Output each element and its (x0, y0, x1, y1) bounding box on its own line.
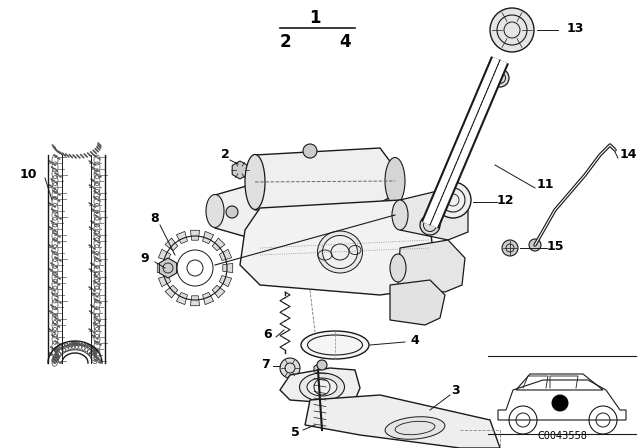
Text: 8: 8 (150, 211, 159, 224)
Ellipse shape (206, 194, 224, 228)
Circle shape (552, 395, 568, 411)
Polygon shape (191, 230, 200, 240)
Text: 15: 15 (547, 240, 564, 253)
Polygon shape (232, 161, 248, 179)
Text: 6: 6 (264, 328, 272, 341)
Ellipse shape (300, 373, 344, 401)
Polygon shape (223, 263, 233, 272)
Polygon shape (220, 276, 232, 287)
Ellipse shape (259, 200, 277, 228)
Ellipse shape (390, 254, 406, 282)
Polygon shape (398, 240, 465, 292)
Polygon shape (400, 188, 468, 240)
Text: 7: 7 (260, 358, 269, 371)
Text: 3: 3 (451, 383, 460, 396)
Ellipse shape (392, 200, 408, 230)
Ellipse shape (307, 378, 337, 396)
Text: 9: 9 (141, 251, 149, 264)
Polygon shape (280, 368, 360, 403)
Polygon shape (240, 200, 435, 295)
Ellipse shape (323, 236, 358, 268)
Circle shape (226, 206, 238, 218)
Ellipse shape (385, 158, 405, 204)
Ellipse shape (317, 231, 362, 273)
Circle shape (502, 240, 518, 256)
Ellipse shape (245, 155, 265, 210)
Ellipse shape (491, 69, 509, 87)
Circle shape (280, 358, 300, 378)
Circle shape (490, 8, 534, 52)
Text: 11: 11 (536, 178, 554, 191)
Polygon shape (159, 276, 171, 287)
Text: 4: 4 (339, 33, 351, 51)
Polygon shape (314, 363, 326, 377)
Ellipse shape (301, 331, 369, 359)
Polygon shape (202, 232, 214, 244)
Circle shape (317, 360, 327, 370)
Polygon shape (165, 238, 178, 251)
Polygon shape (177, 232, 188, 244)
Text: 2: 2 (279, 33, 291, 51)
Ellipse shape (385, 417, 445, 439)
Ellipse shape (420, 215, 440, 235)
Polygon shape (390, 280, 445, 325)
Polygon shape (212, 238, 225, 251)
Circle shape (303, 144, 317, 158)
Polygon shape (215, 185, 268, 238)
Text: 2: 2 (221, 148, 229, 161)
Polygon shape (202, 293, 214, 305)
Text: 14: 14 (620, 148, 637, 161)
Polygon shape (220, 250, 232, 260)
Text: 13: 13 (566, 22, 584, 34)
Circle shape (529, 239, 541, 251)
Circle shape (435, 182, 471, 218)
Text: C0043558: C0043558 (537, 431, 587, 441)
Text: 10: 10 (19, 168, 36, 181)
Polygon shape (212, 285, 225, 298)
Polygon shape (177, 293, 188, 305)
Polygon shape (165, 285, 178, 298)
Polygon shape (157, 263, 167, 272)
Text: 1: 1 (309, 9, 321, 27)
Polygon shape (159, 250, 171, 260)
Text: 4: 4 (411, 333, 419, 346)
Polygon shape (255, 148, 395, 210)
Text: 12: 12 (496, 194, 514, 207)
Polygon shape (159, 258, 177, 278)
Polygon shape (305, 395, 500, 448)
Text: 5: 5 (291, 426, 300, 439)
Polygon shape (191, 296, 200, 306)
